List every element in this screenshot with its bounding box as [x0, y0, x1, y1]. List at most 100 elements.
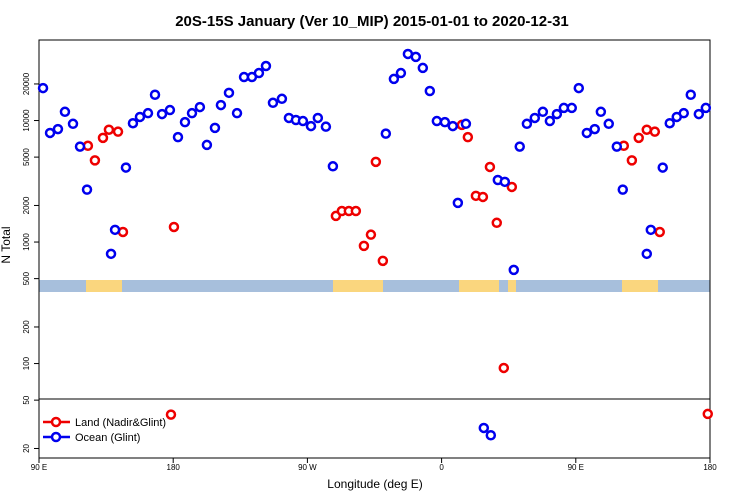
point [499, 176, 511, 188]
point [462, 131, 474, 143]
point [312, 112, 324, 124]
land-band [508, 280, 516, 292]
land-band [86, 280, 122, 292]
y-axis-label: N Total [0, 226, 13, 263]
point [388, 73, 400, 85]
point [611, 141, 623, 152]
point [377, 255, 389, 267]
x-tick-label: 90 E [31, 463, 47, 472]
x-tick-label: 90 E [568, 463, 584, 472]
point [460, 118, 472, 130]
point [209, 122, 221, 134]
point [149, 89, 161, 100]
point [573, 82, 585, 94]
point [685, 89, 697, 100]
y-tick-label: 5000 [22, 148, 31, 166]
point [589, 123, 600, 135]
y-tick-label: 2000 [22, 196, 31, 214]
point [172, 131, 184, 143]
point [477, 191, 489, 203]
point [89, 155, 101, 166]
point [156, 108, 168, 120]
point [267, 97, 279, 109]
legend-label: Land (Nadir&Glint) [75, 417, 166, 429]
point [127, 117, 139, 129]
point [654, 226, 665, 238]
point [327, 161, 339, 172]
point [365, 229, 377, 240]
y-tick-label: 10000 [22, 109, 31, 132]
y-tick-label: 500 [22, 271, 31, 285]
point [484, 161, 496, 173]
point [120, 162, 132, 173]
point [194, 101, 206, 113]
point [142, 107, 154, 119]
point [491, 217, 503, 229]
point [67, 118, 79, 130]
point [649, 126, 661, 137]
point [350, 205, 362, 217]
point [417, 62, 429, 74]
legend-label: Ocean (Glint) [75, 432, 140, 444]
point [320, 121, 332, 132]
point [633, 132, 644, 144]
point [521, 118, 533, 130]
point [424, 85, 436, 97]
point [551, 108, 563, 120]
point [410, 51, 422, 63]
y-tick-label: 100 [22, 356, 31, 370]
point [231, 107, 243, 119]
point [641, 124, 653, 135]
point [452, 197, 464, 209]
point [44, 127, 56, 139]
point [693, 108, 705, 120]
point [641, 248, 653, 260]
point [508, 264, 520, 276]
legend-marker [50, 416, 62, 428]
point [657, 162, 668, 173]
y-tick-label: 200 [22, 320, 31, 334]
point [645, 224, 657, 236]
point [253, 67, 265, 79]
land-band [459, 280, 499, 292]
point [59, 106, 71, 118]
y-tick-label: 20000 [22, 72, 31, 95]
x-tick-label: 0 [439, 463, 444, 472]
point [529, 112, 541, 124]
point [595, 106, 607, 118]
point [478, 422, 490, 434]
x-tick-label: 180 [167, 463, 181, 472]
point [260, 60, 272, 72]
point [431, 115, 443, 127]
point [566, 102, 578, 114]
point [305, 120, 317, 132]
y-tick-label: 20 [22, 443, 31, 452]
point [37, 82, 49, 94]
chart-title: 20S-15S January (Ver 10_MIP) 2015-01-01 … [175, 13, 569, 30]
point [603, 118, 615, 130]
point [112, 126, 124, 137]
point [626, 155, 638, 166]
point [74, 141, 86, 152]
point [215, 99, 227, 111]
land-ocean-band [39, 280, 710, 292]
point [395, 67, 407, 79]
point [168, 221, 180, 233]
point [447, 120, 459, 132]
point [485, 430, 497, 441]
point [700, 102, 712, 114]
point [514, 141, 525, 152]
point [297, 115, 309, 127]
point [201, 139, 213, 151]
y-tick-label: 1000 [22, 233, 31, 251]
x-tick-label: 180 [703, 463, 717, 472]
point [179, 116, 191, 128]
legend-marker [50, 431, 62, 443]
point [97, 132, 109, 144]
y-tick-label: 50 [22, 395, 31, 404]
land-band [622, 280, 658, 292]
point [678, 107, 690, 119]
point [581, 127, 593, 139]
plot-frame [38, 39, 711, 459]
